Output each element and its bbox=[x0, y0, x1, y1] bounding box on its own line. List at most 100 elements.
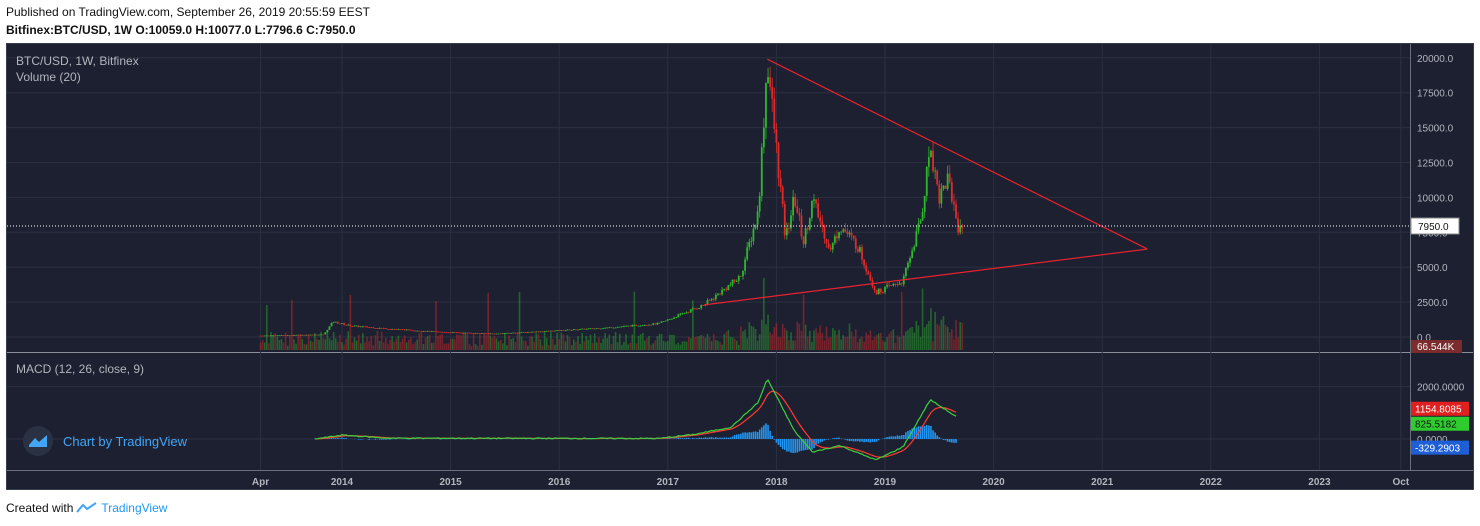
candle-body bbox=[303, 334, 306, 336]
volume-bar bbox=[598, 337, 600, 350]
volume-bar bbox=[648, 335, 650, 350]
candle-body bbox=[673, 317, 675, 319]
candle-body bbox=[493, 333, 496, 335]
volume-bar bbox=[533, 341, 535, 350]
volume-bar bbox=[261, 340, 264, 350]
volume-bar bbox=[399, 342, 402, 350]
macd-histogram-bar bbox=[735, 434, 738, 439]
candle-body bbox=[650, 324, 652, 326]
volume-bar bbox=[520, 336, 523, 350]
candle-body bbox=[566, 329, 569, 331]
volume-bar bbox=[871, 339, 874, 350]
volume-bar bbox=[854, 329, 857, 350]
candle-body bbox=[600, 328, 602, 330]
candle-body bbox=[414, 330, 416, 332]
macd-histogram-bar bbox=[669, 438, 671, 439]
macd-histogram-bar bbox=[767, 424, 769, 439]
volume-bar bbox=[508, 335, 510, 350]
candle-body bbox=[259, 335, 262, 337]
volume-bar bbox=[938, 325, 941, 350]
candle-body bbox=[299, 334, 302, 336]
candle-body bbox=[813, 199, 815, 202]
x-tick-label: Oct bbox=[1393, 477, 1410, 488]
candle-body bbox=[921, 212, 924, 221]
candle-body bbox=[948, 173, 951, 183]
candle-body bbox=[541, 331, 544, 333]
volume-bar bbox=[669, 334, 671, 350]
macd-histogram-bar bbox=[337, 437, 339, 439]
candle-body bbox=[762, 127, 765, 148]
candle-body bbox=[577, 329, 579, 331]
macd-histogram-bar bbox=[359, 439, 362, 440]
candle-body bbox=[554, 330, 556, 332]
candle-body bbox=[595, 328, 598, 330]
candle-body bbox=[959, 225, 962, 233]
macd-histogram-bar bbox=[877, 439, 880, 441]
volume-bar bbox=[884, 341, 886, 350]
candle-body bbox=[961, 225, 964, 229]
volume-bar bbox=[545, 338, 548, 350]
volume-bar bbox=[408, 339, 410, 350]
volume-bar bbox=[957, 337, 959, 350]
volume-bar bbox=[867, 334, 870, 350]
chart-frame[interactable]: Apr 2014 2015 2016 2017 2018 2019 2020 2021 2022 2… bbox=[6, 43, 1474, 490]
candle-body bbox=[671, 318, 673, 320]
candle-body bbox=[633, 324, 636, 326]
volume-value-box bbox=[1411, 340, 1462, 353]
volume-bar bbox=[729, 336, 732, 350]
volume-bar bbox=[689, 338, 692, 350]
volume-bar bbox=[740, 326, 742, 350]
candle-body bbox=[313, 334, 316, 336]
volume-bar bbox=[633, 291, 636, 350]
candle-body bbox=[453, 332, 456, 334]
macd-histogram-bar bbox=[330, 437, 333, 439]
candle-body bbox=[719, 293, 721, 295]
volume-bar bbox=[451, 338, 454, 350]
volume-bar bbox=[357, 334, 360, 350]
candle-body bbox=[378, 327, 381, 329]
candle-body bbox=[562, 330, 565, 331]
volume-bar bbox=[721, 344, 723, 350]
macd-histogram-bar bbox=[854, 439, 857, 442]
candle-body bbox=[790, 215, 792, 229]
candle-body bbox=[280, 335, 283, 336]
volume-bar bbox=[827, 338, 830, 350]
volume-bar bbox=[696, 336, 698, 350]
candle-body bbox=[729, 284, 732, 286]
macd-histogram-bar bbox=[326, 438, 329, 439]
macd-histogram-bar bbox=[712, 437, 715, 439]
macd-histogram-bar bbox=[800, 439, 803, 451]
chart-canvas[interactable]: Apr 2014 2015 2016 2017 2018 2019 2020 2021 2022 2… bbox=[7, 44, 1473, 489]
candle-body bbox=[760, 147, 763, 197]
candle-body bbox=[420, 330, 423, 332]
candle-body bbox=[694, 308, 696, 310]
macd-histogram-bar bbox=[775, 439, 778, 443]
volume-bar bbox=[675, 344, 677, 350]
volume-bar bbox=[817, 332, 819, 350]
candle-body bbox=[825, 238, 828, 244]
macd-histogram-bar bbox=[382, 439, 385, 440]
volume-bar bbox=[623, 341, 625, 350]
volume-bar bbox=[783, 328, 786, 350]
candle-body bbox=[374, 328, 377, 329]
footer-prefix: Created with bbox=[6, 501, 74, 515]
volume-bar bbox=[692, 300, 694, 350]
footer-brand[interactable]: TradingView bbox=[101, 501, 168, 515]
tradingview-watermark[interactable]: Chart by TradingView bbox=[23, 426, 187, 456]
macd-histogram-bar bbox=[328, 437, 331, 439]
candle-body bbox=[437, 331, 439, 333]
candle-body bbox=[581, 328, 584, 330]
volume-bar bbox=[284, 332, 287, 350]
volume-bar bbox=[458, 334, 460, 350]
macd-histogram-bar bbox=[357, 439, 360, 440]
macd-histogram-bar bbox=[343, 438, 345, 439]
volume-bar bbox=[777, 336, 780, 350]
candle-body bbox=[850, 232, 853, 236]
volume-bar bbox=[550, 332, 552, 350]
volume-bar bbox=[291, 299, 293, 350]
candle-body bbox=[474, 332, 477, 334]
volume-bar bbox=[589, 334, 592, 350]
candle-body bbox=[472, 333, 475, 334]
volume-bar bbox=[748, 322, 751, 350]
volume-bar bbox=[474, 344, 477, 350]
